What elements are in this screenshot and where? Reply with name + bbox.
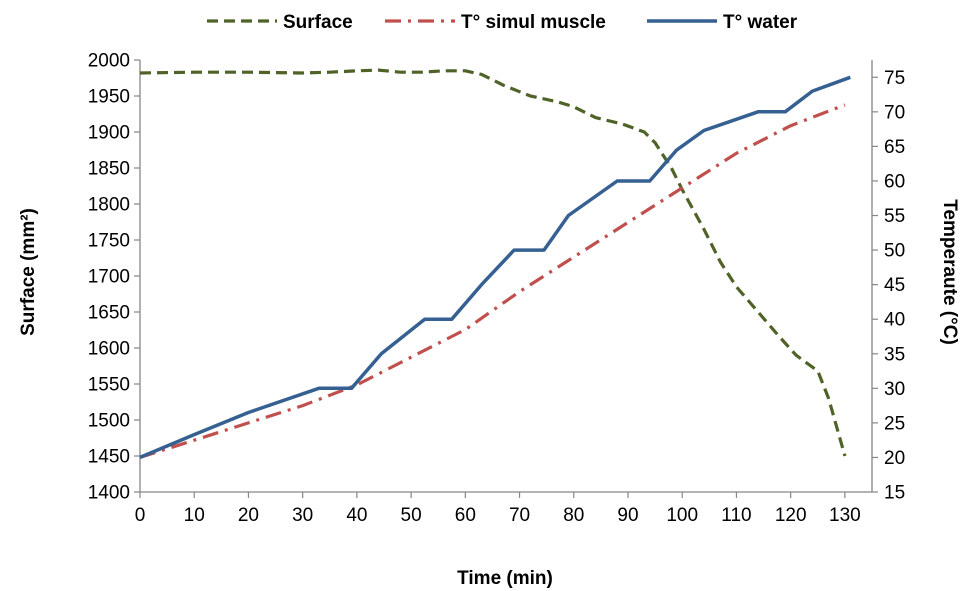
x-tick-label: 110 <box>721 505 751 526</box>
y2-tick-label: 70 <box>884 102 905 123</box>
y-tick-label: 1750 <box>88 231 130 252</box>
y2-tick-label: 25 <box>884 413 905 434</box>
series-line-t-water <box>139 75 851 460</box>
y2-tick-label: 40 <box>884 310 905 331</box>
x-axis-title: Time (min) <box>457 568 553 589</box>
x-tick-label: 10 <box>184 505 205 526</box>
y2-tick-label: 15 <box>884 483 905 504</box>
x-tick-label: 120 <box>775 505 807 526</box>
y2-tick-label: 50 <box>884 241 905 262</box>
y-tick-label: 1400 <box>88 483 130 504</box>
x-tick-label: 130 <box>829 505 861 526</box>
y2-tick-label: 35 <box>884 344 905 365</box>
y2-tick-label: 20 <box>884 448 905 469</box>
x-tick-label: 50 <box>401 505 422 526</box>
x-tick-label: 80 <box>563 505 584 526</box>
y2-tick-label: 60 <box>884 171 905 192</box>
y-tick-label: 1550 <box>88 375 130 396</box>
x-tick-label: 100 <box>666 505 698 526</box>
x-tick-label: 40 <box>346 505 367 526</box>
y-tick-label: 2000 <box>88 51 130 72</box>
y-tick-label: 1700 <box>88 267 130 288</box>
x-tick-label: 20 <box>238 505 259 526</box>
y2-tick-label: 55 <box>884 206 905 227</box>
y-tick-label: 1800 <box>88 195 130 216</box>
y2-tick-label: 45 <box>884 275 905 296</box>
y-tick-label: 1900 <box>88 123 130 144</box>
series-line-t-simul-muscle <box>139 103 846 459</box>
series-line-surface <box>139 68 847 457</box>
y-axis-title: Surface (mm²) <box>18 208 39 336</box>
y2-axis-title: Temperaute (°C) <box>939 199 960 345</box>
legend-label: T° water <box>723 12 798 33</box>
y2-tick-label: 65 <box>884 137 905 158</box>
x-tick-label: 60 <box>455 505 476 526</box>
legend: Surface T° simul muscle T° water <box>207 12 798 33</box>
axes: 1400145015001550160016501700175018001850… <box>88 51 905 527</box>
x-tick-label: 30 <box>292 505 313 526</box>
y-tick-label: 1650 <box>88 303 130 324</box>
y-tick-label: 1850 <box>88 159 130 180</box>
y-tick-label: 1450 <box>88 447 130 468</box>
y2-tick-label: 75 <box>884 68 905 89</box>
series-layer <box>139 68 851 460</box>
x-tick-label: 70 <box>509 505 530 526</box>
y2-tick-label: 30 <box>884 379 905 400</box>
legend-label: Surface <box>283 12 353 33</box>
legend-label: T° simul muscle <box>461 12 606 33</box>
x-tick-label: 0 <box>135 505 146 526</box>
y-tick-label: 1500 <box>88 411 130 432</box>
x-tick-label: 90 <box>617 505 638 526</box>
y-tick-label: 1600 <box>88 339 130 360</box>
y-tick-label: 1950 <box>88 87 130 108</box>
